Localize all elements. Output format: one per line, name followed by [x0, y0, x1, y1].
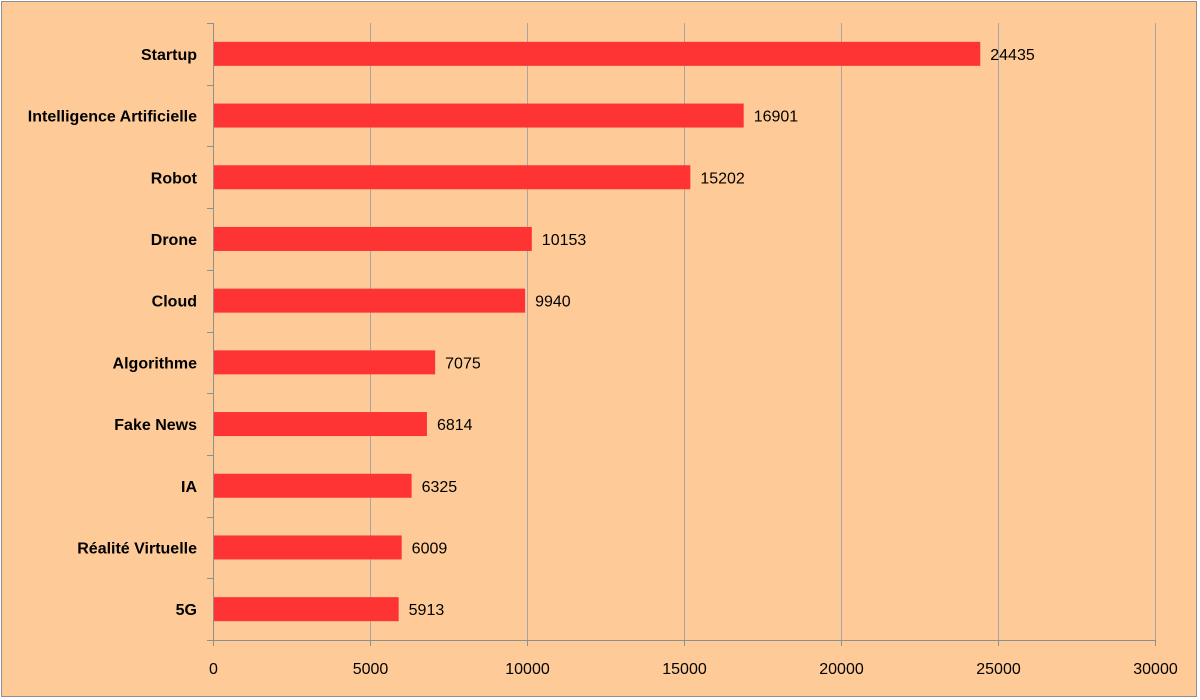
category-label: Drone: [151, 232, 197, 249]
x-tick-label: 5000: [353, 661, 389, 678]
x-tick-label: 15000: [662, 661, 707, 678]
bar-7: [214, 473, 412, 498]
bar-4: [214, 288, 526, 313]
data-label: 16901: [754, 109, 799, 126]
data-label: 6009: [412, 540, 448, 557]
data-label: 10153: [542, 232, 587, 249]
bar-8: [214, 535, 402, 560]
category-label: Algorithme: [113, 355, 198, 372]
bar-0: [214, 41, 981, 66]
x-tick-label: 30000: [1133, 661, 1178, 678]
data-label: 9940: [535, 294, 571, 311]
x-tick-label: 20000: [819, 661, 864, 678]
bar-5: [214, 350, 436, 375]
bar-3: [214, 226, 532, 251]
bar-6: [214, 412, 427, 437]
category-label: IA: [181, 479, 197, 496]
category-label: Startup: [141, 47, 197, 64]
axes: [207, 23, 1156, 646]
x-tick-label: 10000: [505, 661, 550, 678]
data-label: 6814: [437, 417, 473, 434]
category-label: 5G: [176, 602, 197, 619]
data-label: 24435: [990, 47, 1035, 64]
data-label: 5913: [409, 602, 445, 619]
bar-2: [214, 165, 691, 190]
category-label: Robot: [151, 170, 198, 187]
category-label: Réalité Virtuelle: [77, 540, 197, 557]
data-label: 15202: [700, 170, 745, 187]
category-label: Fake News: [114, 417, 197, 434]
bar-1: [214, 103, 744, 128]
data-label: 6325: [422, 479, 458, 496]
labels: 0 5000 10000 15000 20000 25000 30000 Startup 244…: [28, 47, 1178, 678]
category-label: Cloud: [152, 294, 197, 311]
x-tick-label: 0: [209, 661, 218, 678]
bars: [214, 41, 981, 622]
bar-9: [214, 597, 399, 622]
category-label: Intelligence Artificielle: [28, 109, 197, 126]
x-tick-label: 25000: [976, 661, 1021, 678]
data-label: 7075: [445, 355, 481, 372]
